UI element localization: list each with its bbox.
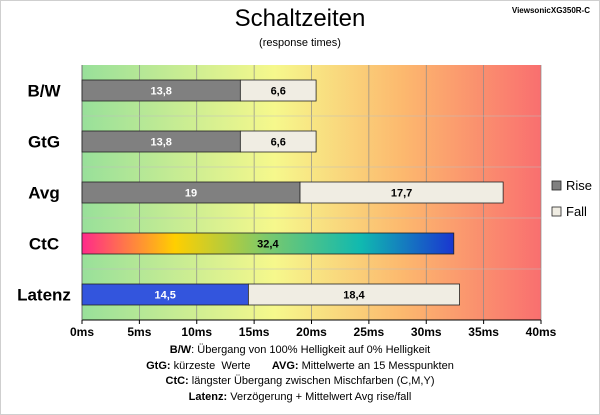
note-line-latenz: Latenz: Verzögerung + Mittelwert Avg ris… [0,390,600,406]
x-tick-label: 10ms [181,325,212,339]
bar-value-label: 14,5 [154,290,175,302]
chart-title: Schaltzeiten [234,5,366,32]
bar-chart: 0ms 5ms 10ms 15ms 20ms 25ms 30ms 35ms 40ms B/W GtG… [17,65,592,339]
note-term: AVG: [271,359,299,372]
x-tick-label: 25ms [354,325,385,339]
bar-value-label: 13,8 [150,137,171,149]
legend-swatch-fall [551,206,562,217]
note-term: Latenz: [188,390,228,403]
bar-fall [239,130,317,153]
note-line-gtg: GtG: kürzeste Werte AVG: Mittelwerte an … [0,359,600,375]
bar-fall [239,79,317,102]
notes-block: B/W: Übergang von 100% Helligkeit auf 0%… [0,343,600,405]
note-text: längster Übergang zwischen Mischfarben (… [188,375,435,387]
bar-value-label: 18,4 [343,290,365,302]
note-line-ctc: CtC: längster Übergang zwischen Mischfar… [0,374,600,390]
category-label: B/W [27,82,61,101]
x-tick-label: 5ms [127,325,151,339]
category-label: CtC [29,235,59,254]
bar-value-label: 19 [185,188,197,200]
legend-swatch-rise [551,180,562,191]
legend-label-fall: Fall [566,204,587,219]
note-term: GtG: [146,359,171,372]
bar-fall [299,181,504,204]
chart-subtitle: (response times) [259,37,341,49]
x-tick-label: 40ms [526,325,557,339]
bar-fall [247,283,460,306]
category-label: GtG [28,133,60,152]
bar-value-label: 6,6 [271,86,286,98]
x-tick-label: 15ms [239,325,270,339]
x-tick-label: 0ms [70,325,94,339]
bar-value-label: 32,4 [257,239,279,251]
category-label: Latenz [17,286,71,305]
category-label: Avg [28,184,60,203]
bar-value-label: 17,7 [391,188,412,200]
x-tick-label: 20ms [296,325,327,339]
source-label: ViewsonicXG350R-C [511,6,590,15]
note-text: Verzögerung + Mittelwert Avg rise/fall [227,390,412,403]
note-text: kürzeste Werte [170,359,272,372]
bar-ctc [81,232,455,255]
bar-value-label: 13,8 [150,86,171,98]
note-term: CtC: [165,375,189,387]
note-term: B/W [169,344,192,356]
note-text: : Übergang von 100% Helligkeit auf 0% He… [191,344,431,356]
note-text: Mittelwerte an 15 Messpunkten [298,359,454,372]
legend-label-rise: Rise [566,178,592,193]
x-tick-label: 30ms [411,325,442,339]
note-line-bw: B/W: Übergang von 100% Helligkeit auf 0%… [0,343,600,359]
x-tick-label: 35ms [468,325,499,339]
bar-value-label: 6,6 [271,137,286,149]
